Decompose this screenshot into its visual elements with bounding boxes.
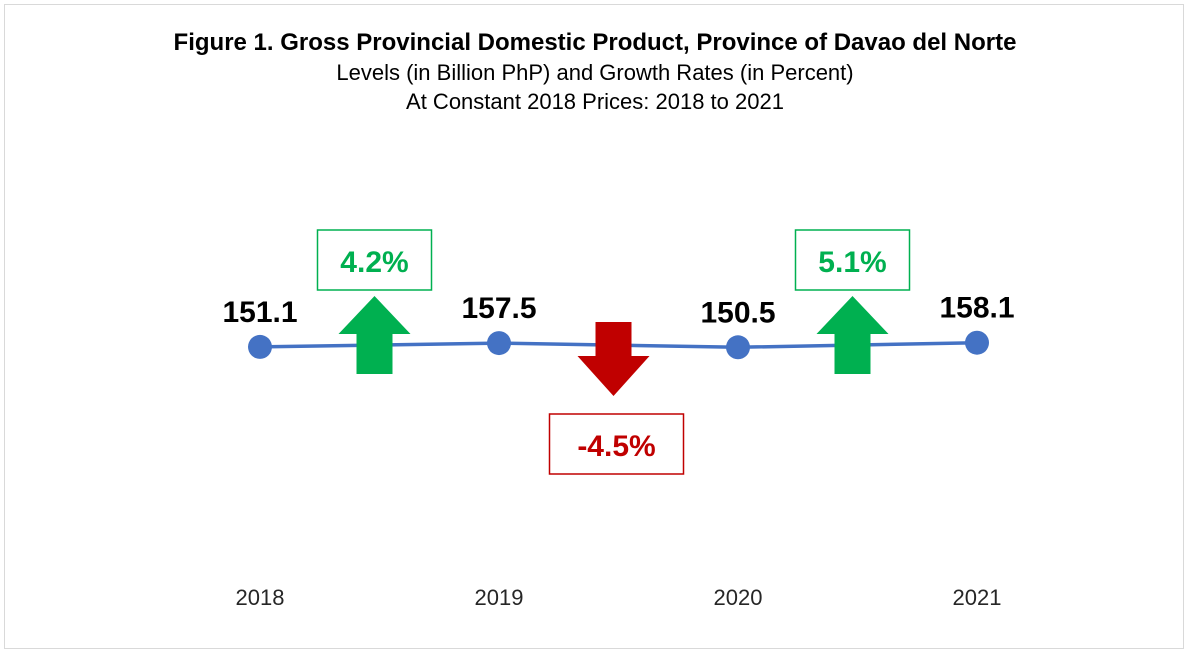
chart-subtitle-line-1: Levels (in Billion PhP) and Growth Rates…: [336, 60, 854, 85]
data-label-2020: 150.5: [700, 296, 775, 329]
growth-rate-box-2020-2021: [794, 229, 911, 291]
growth-up-arrow-icon-2020-2021: [816, 296, 889, 374]
chart-titles: Figure 1. Gross Provincial Domestic Prod…: [0, 28, 1190, 116]
data-label-2019: 157.5: [461, 292, 536, 325]
x-tick-label-2018: 2018: [236, 585, 285, 610]
growth-rate-box-2018-2019: [316, 229, 433, 291]
chart-subtitle-line-2: At Constant 2018 Prices: 2018 to 2021: [406, 89, 784, 114]
data-point-2018: [248, 334, 272, 359]
x-tick-label-2019: 2019: [475, 585, 524, 610]
growth-rate-label-2019-2020: -4.5%: [577, 430, 655, 463]
data-point-2021: [965, 330, 989, 355]
growth-rate-box-2019-2020: [548, 413, 685, 475]
data-point-2020: [726, 335, 750, 360]
growth-rate-label-2020-2021: 5.1%: [818, 246, 886, 279]
growth-up-arrow-icon-2018-2019: [338, 296, 411, 374]
data-label-2021: 158.1: [939, 292, 1014, 325]
growth-rate-label-2018-2019: 4.2%: [340, 246, 408, 279]
x-tick-label-2020: 2020: [714, 585, 763, 610]
data-label-2018: 151.1: [222, 296, 297, 329]
data-point-2019: [487, 331, 511, 356]
chart-frame: [4, 4, 1184, 649]
x-tick-label-2021: 2021: [953, 585, 1002, 610]
growth-down-arrow-icon-2019-2020: [577, 322, 650, 396]
chart-title: Figure 1. Gross Provincial Domestic Prod…: [173, 29, 1017, 56]
